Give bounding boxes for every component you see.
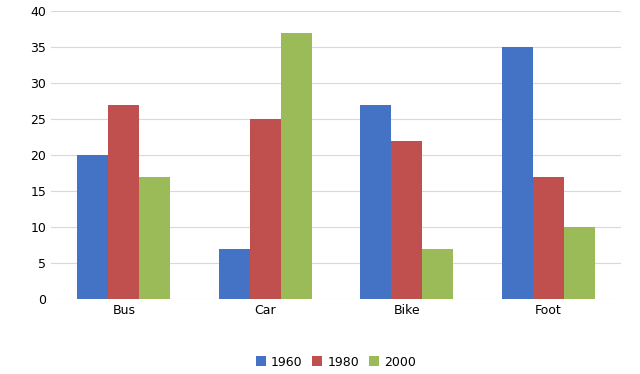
Bar — [108, 105, 140, 299]
Bar — [219, 249, 250, 299]
Bar — [391, 141, 422, 299]
Bar — [360, 105, 391, 299]
Bar — [77, 155, 108, 299]
Bar — [250, 119, 281, 299]
Bar — [564, 227, 595, 299]
Bar — [532, 177, 564, 299]
Bar — [281, 33, 312, 299]
Bar — [502, 47, 532, 299]
Bar — [422, 249, 453, 299]
Bar — [140, 177, 170, 299]
Legend: 1960, 1980, 2000: 1960, 1980, 2000 — [251, 350, 421, 374]
